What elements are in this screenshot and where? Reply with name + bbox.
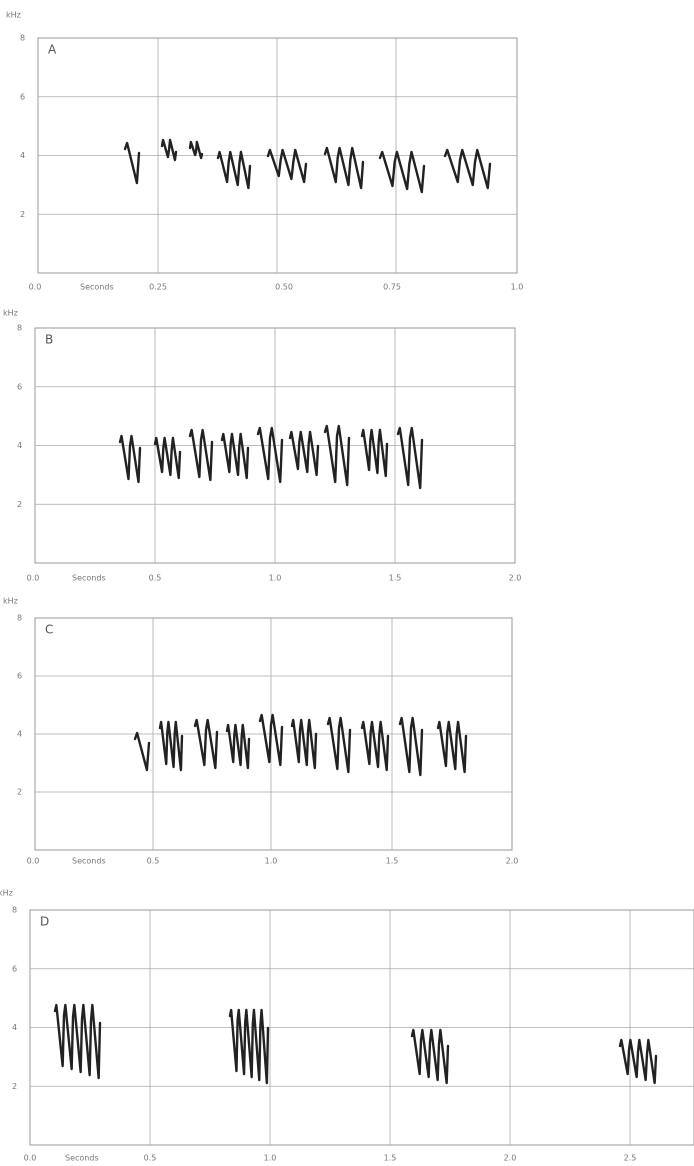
y-tick-label: 6 (12, 964, 17, 973)
unit-label: kHz (0, 889, 13, 898)
x-tick-label: 1.0 (264, 1154, 277, 1163)
y-tick-label: 4 (12, 1023, 17, 1032)
y-tick-label: 2 (20, 210, 25, 219)
song-trace (396, 426, 424, 490)
song-trace (123, 141, 141, 185)
x-tick-label: 0.5 (149, 574, 162, 583)
x-tick-label: 1.5 (389, 574, 402, 583)
y-tick-label: 6 (20, 92, 25, 101)
unit-label: kHz (3, 309, 18, 318)
x-tick-label: 0.75 (383, 283, 401, 292)
y-tick-label: 2 (12, 1082, 17, 1091)
x-axis-title: Seconds (80, 283, 114, 292)
song-trace (153, 436, 182, 480)
panel-label: B (45, 333, 53, 347)
song-trace (118, 434, 142, 484)
y-tick-label: 4 (20, 151, 25, 160)
song-trace (256, 426, 284, 484)
y-tick-label: 8 (17, 614, 22, 623)
song-trace (188, 140, 204, 160)
song-trace (360, 428, 389, 478)
y-tick-label: 2 (17, 500, 22, 509)
x-tick-label: 0.5 (147, 857, 160, 866)
song-trace (158, 720, 184, 772)
song-trace (436, 720, 468, 774)
song-trace (266, 148, 308, 184)
song-trace (193, 718, 219, 770)
song-trace (290, 718, 318, 770)
song-trace (618, 1038, 658, 1085)
panel-label: C (45, 623, 53, 637)
x-tick-label: 1.0 (269, 574, 282, 583)
song-trace (410, 1028, 450, 1085)
song-trace (53, 1003, 102, 1080)
song-trace (160, 138, 178, 162)
y-tick-label: 6 (17, 382, 22, 391)
panel-label: D (40, 915, 49, 929)
x-tick-label: 1.5 (384, 1154, 397, 1163)
song-trace (326, 716, 352, 774)
y-tick-label: 4 (17, 730, 22, 739)
x-tick-label: 0.0 (24, 1154, 37, 1163)
unit-label: kHz (3, 597, 18, 606)
panel: kHz 8 6 4 2 0.0 0.5 1.0 1.5 2.0 Seconds C (3, 597, 518, 866)
song-trace (323, 146, 365, 190)
y-tick-label: 6 (17, 672, 22, 681)
song-trace (225, 723, 251, 770)
song-trace (216, 150, 252, 190)
song-trace (228, 1008, 270, 1085)
x-tick-label: 0.5 (144, 1154, 157, 1163)
song-trace (188, 428, 214, 482)
y-tick-label: 8 (12, 906, 17, 915)
panel: kHz 8 6 4 2 0.0 0.5 1.0 1.5 2.0 Seconds B (3, 309, 521, 583)
song-trace (378, 150, 426, 194)
y-tick-label: 8 (17, 324, 22, 333)
x-tick-label: 2.5 (624, 1154, 637, 1163)
x-axis-title: Seconds (72, 857, 106, 866)
panel: kHz 8 6 4 2 0.0 0.25 0.50 0.75 1.0 Seconds A (6, 11, 523, 292)
x-tick-label: 2.0 (506, 857, 519, 866)
song-trace (443, 148, 492, 190)
song-trace (360, 720, 390, 772)
x-tick-label: 0.0 (29, 283, 42, 292)
x-tick-label: 2.0 (504, 1154, 517, 1163)
song-trace (323, 424, 351, 487)
x-tick-label: 1.5 (386, 857, 399, 866)
song-trace (398, 716, 424, 777)
song-trace (288, 430, 320, 477)
song-trace (133, 731, 151, 772)
panel-label: A (48, 43, 57, 57)
x-tick-label: 0.25 (149, 283, 167, 292)
x-tick-label: 2.0 (509, 574, 522, 583)
x-tick-label: 0.50 (275, 283, 293, 292)
unit-label: kHz (6, 11, 21, 20)
panel: kHz 8 6 4 2 0.0 0.5 1.0 1.5 2.0 2.5 Seconds D (0, 889, 694, 1163)
x-tick-label: 0.0 (27, 857, 40, 866)
x-axis-title: Seconds (72, 574, 106, 583)
y-tick-label: 4 (17, 441, 22, 450)
x-tick-label: 0.0 (27, 574, 40, 583)
y-tick-label: 8 (20, 34, 25, 43)
song-trace (258, 713, 284, 767)
x-tick-label: 1.0 (265, 857, 278, 866)
x-axis-title: Seconds (65, 1154, 99, 1163)
y-tick-label: 2 (17, 788, 22, 797)
x-tick-label: 1.0 (511, 283, 524, 292)
song-trace (220, 432, 250, 480)
